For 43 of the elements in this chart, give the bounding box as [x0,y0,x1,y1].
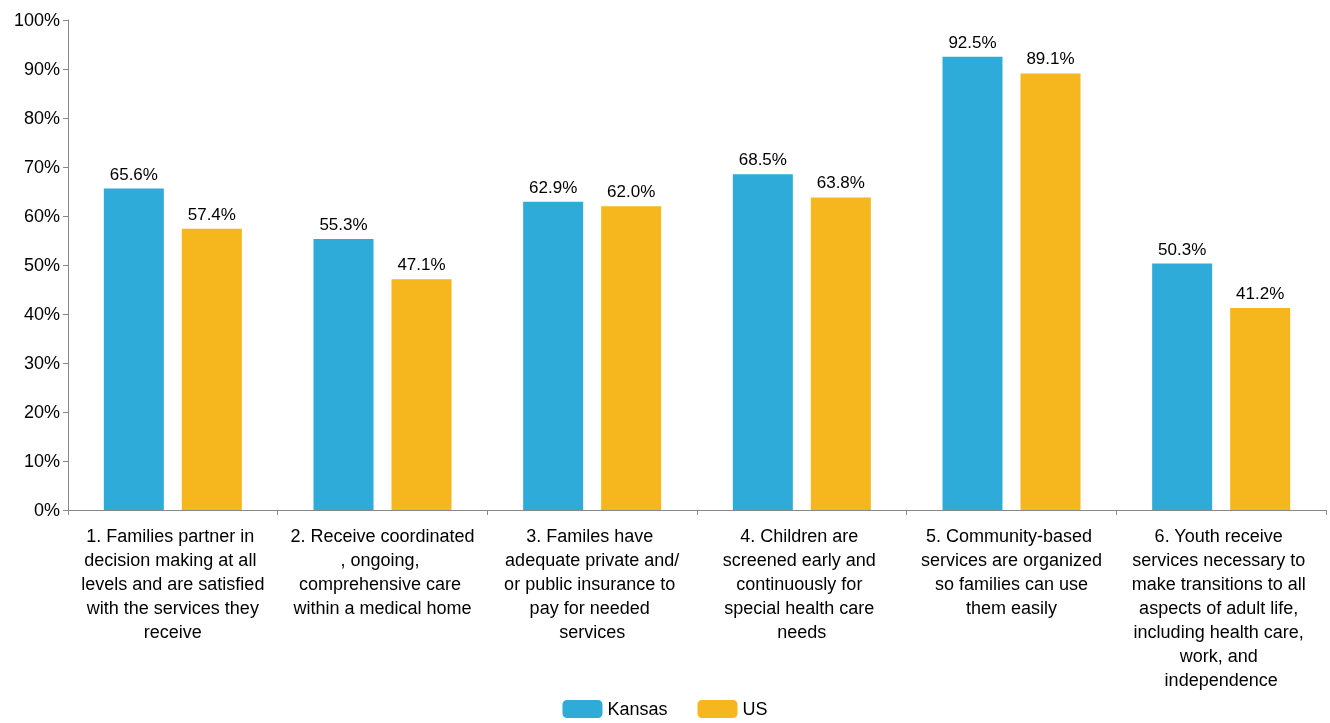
legend-label: Kansas [607,699,668,719]
bar [523,201,584,510]
y-tick-label: 20% [23,402,60,422]
x-tick-label: 5. Community-based services are organized so families can use them easily [920,526,1103,618]
y-tick-label: 10% [23,451,60,471]
bar [391,279,452,510]
data-label: 89.1% [1026,49,1075,69]
bar [103,188,164,510]
bar [601,206,662,510]
bar [1020,73,1081,510]
y-tick-label: 80% [23,108,60,128]
x-tick-label: 1. Families partner in decision making at all levels and are satisfied with the services they receive [81,526,265,642]
bar [1230,308,1291,510]
legend-label: US [742,699,768,719]
data-label: 92.5% [948,32,997,52]
bar [942,56,1003,510]
data-label: 62.0% [607,182,656,202]
data-label: 68.5% [738,150,787,170]
x-tick-label: 3. Familes have adequate private and/or public insurance to pay for needed services [504,526,681,642]
data-label: 62.9% [529,177,578,197]
data-label: 57.4% [187,204,236,224]
x-tick-label: 4. Children are screened early and continuously for special health care needs [722,526,881,642]
y-tick-label: 50% [23,255,60,275]
y-tick-label: 0% [33,500,60,520]
y-tick-label: 100% [13,10,60,30]
y-tick-label: 30% [23,353,60,373]
data-label: 55.3% [319,215,368,235]
bar [810,197,871,510]
y-tick-label: 40% [23,304,60,324]
bar [181,228,242,510]
bar [1152,263,1213,510]
bar [732,174,793,510]
data-label: 63.8% [816,173,865,193]
y-tick-label: 70% [23,157,60,177]
bar [313,239,374,510]
data-label: 41.2% [1236,284,1285,304]
x-tick-label: 6. Youth receive services necessary to make transitions to all aspects of adult life, including health care, work, and independence [1131,526,1311,690]
data-label: 47.1% [397,255,446,275]
x-tick-label: 2. Receive coordinated, ongoing, comprehensive care within a medical home [290,526,475,618]
data-label: 50.3% [1158,239,1207,259]
y-tick-label: 60% [23,206,60,226]
data-label: 65.6% [109,164,158,184]
y-tick-label: 90% [23,59,60,79]
